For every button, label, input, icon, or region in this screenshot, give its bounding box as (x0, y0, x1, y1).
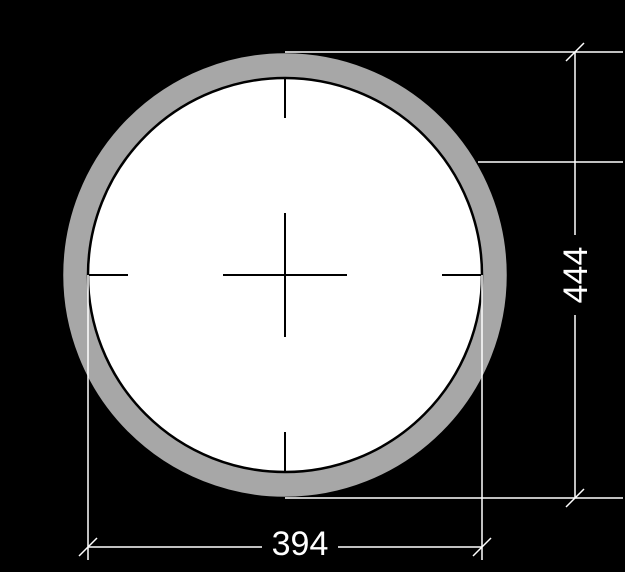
annulus-diagram: 394394444 (0, 0, 625, 572)
dim-outer-label: 444 (557, 247, 595, 304)
dim-inner-label-text: 394 (272, 525, 329, 563)
